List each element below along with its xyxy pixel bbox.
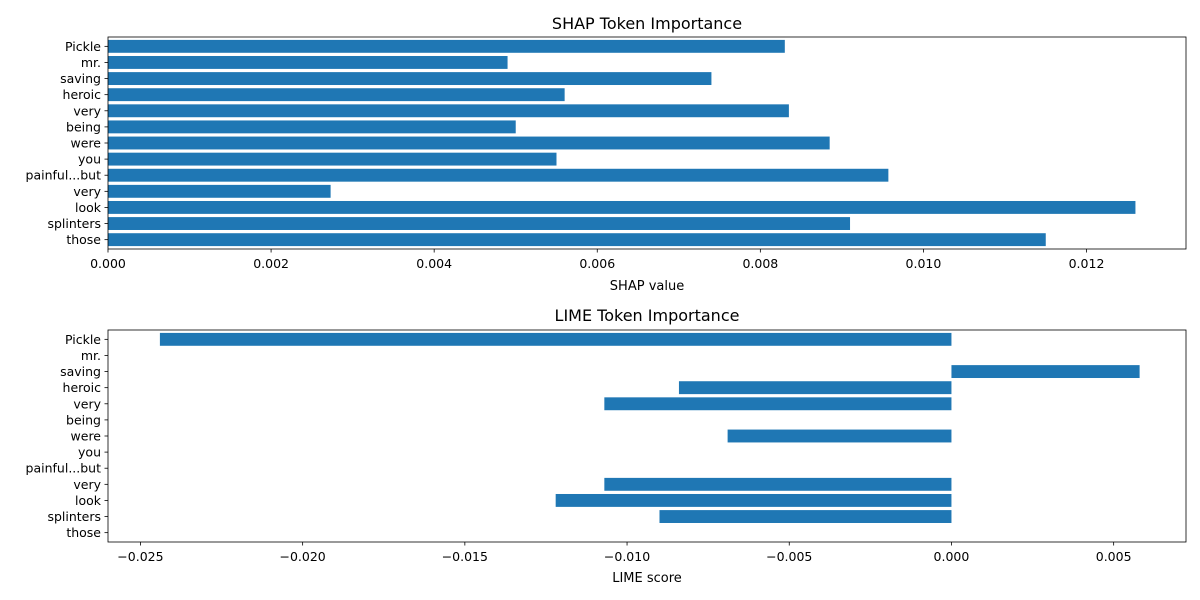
shap-axes-frame <box>107 36 1187 250</box>
shap-y-tick-label: very <box>73 184 101 199</box>
shap-chart-panel: SHAP Token Importance SHAP value Picklem… <box>26 14 1187 294</box>
shap-x-tick-label: 0.000 <box>90 256 126 271</box>
lime-bar <box>555 493 952 507</box>
shap-y-tick-label: were <box>71 136 102 151</box>
shap-bar <box>108 184 331 198</box>
shap-y-tick-label: mr. <box>81 55 101 70</box>
shap-bar <box>108 39 785 53</box>
shap-y-tick-label: look <box>75 200 102 215</box>
shap-bar <box>108 56 508 69</box>
lime-bar <box>727 429 952 443</box>
lime-y-tick-label: very <box>73 396 101 411</box>
lime-x-tick-label: −0.005 <box>766 549 812 564</box>
shap-y-tick-label: you <box>78 152 101 167</box>
shap-bar <box>108 152 557 166</box>
lime-axes-frame <box>107 329 1187 543</box>
shap-y-tick-label: heroic <box>63 87 102 102</box>
lime-y-tick-label: being <box>66 412 101 427</box>
lime-y-tick-label: look <box>75 493 102 508</box>
shap-y-tick-label: splinters <box>47 216 101 231</box>
shap-y-tick-label: very <box>73 103 101 118</box>
lime-y-tick-label: heroic <box>63 380 102 395</box>
lime-bar <box>951 365 1140 379</box>
lime-x-tick-label: 0.005 <box>1096 549 1132 564</box>
shap-y-tick-label: those <box>66 232 101 247</box>
shap-bar <box>108 120 516 134</box>
lime-chart-title: LIME Token Importance <box>555 306 740 325</box>
shap-x-tick-label: 0.004 <box>416 256 452 271</box>
shap-y-tick-label: Pickle <box>65 39 101 54</box>
lime-y-tick-label: painful...but <box>26 461 102 476</box>
shap-x-tick-label: 0.008 <box>742 256 778 271</box>
shap-y-tick-label: saving <box>60 71 101 86</box>
lime-y-tick-label: very <box>73 477 101 492</box>
lime-x-tick-label: 0.000 <box>934 549 970 564</box>
shap-bar <box>108 136 830 150</box>
shap-bar <box>108 104 789 118</box>
shap-x-tick-label: 0.010 <box>906 256 942 271</box>
lime-y-tick-label: splinters <box>47 509 101 524</box>
lime-y-tick-label: those <box>66 525 101 540</box>
shap-x-tick-label: 0.006 <box>579 256 615 271</box>
lime-x-axis-label: LIME score <box>612 571 682 586</box>
lime-y-tick-label: you <box>78 445 101 460</box>
lime-y-tick-label: were <box>71 429 102 444</box>
lime-bar <box>604 477 952 491</box>
shap-bar <box>108 200 1136 214</box>
lime-y-tick-label: saving <box>60 364 101 379</box>
lime-y-tick-label: Pickle <box>65 332 101 347</box>
lime-x-tick-label: −0.020 <box>280 549 326 564</box>
shap-x-tick-label: 0.002 <box>253 256 289 271</box>
shap-x-tick-label: 0.012 <box>1069 256 1105 271</box>
shap-bar <box>108 233 1046 247</box>
shap-bar <box>108 168 889 182</box>
lime-bar <box>678 381 952 395</box>
lime-x-tick-label: −0.010 <box>604 549 650 564</box>
lime-bar <box>159 332 952 346</box>
lime-bar <box>604 397 952 411</box>
shap-bar <box>108 72 712 86</box>
lime-x-tick-label: −0.015 <box>442 549 488 564</box>
shap-y-tick-label: being <box>66 119 101 134</box>
shap-bar <box>108 88 565 102</box>
shap-y-tick-label: painful...but <box>26 168 102 183</box>
lime-bar <box>659 510 952 523</box>
shap-bar <box>108 217 851 230</box>
lime-chart-panel: LIME Token Importance LIME score Picklem… <box>26 306 1187 586</box>
lime-y-tick-label: mr. <box>81 348 101 363</box>
shap-x-axis-label: SHAP value <box>610 279 684 294</box>
shap-chart-title: SHAP Token Importance <box>552 14 742 33</box>
lime-x-tick-label: −0.025 <box>117 549 163 564</box>
